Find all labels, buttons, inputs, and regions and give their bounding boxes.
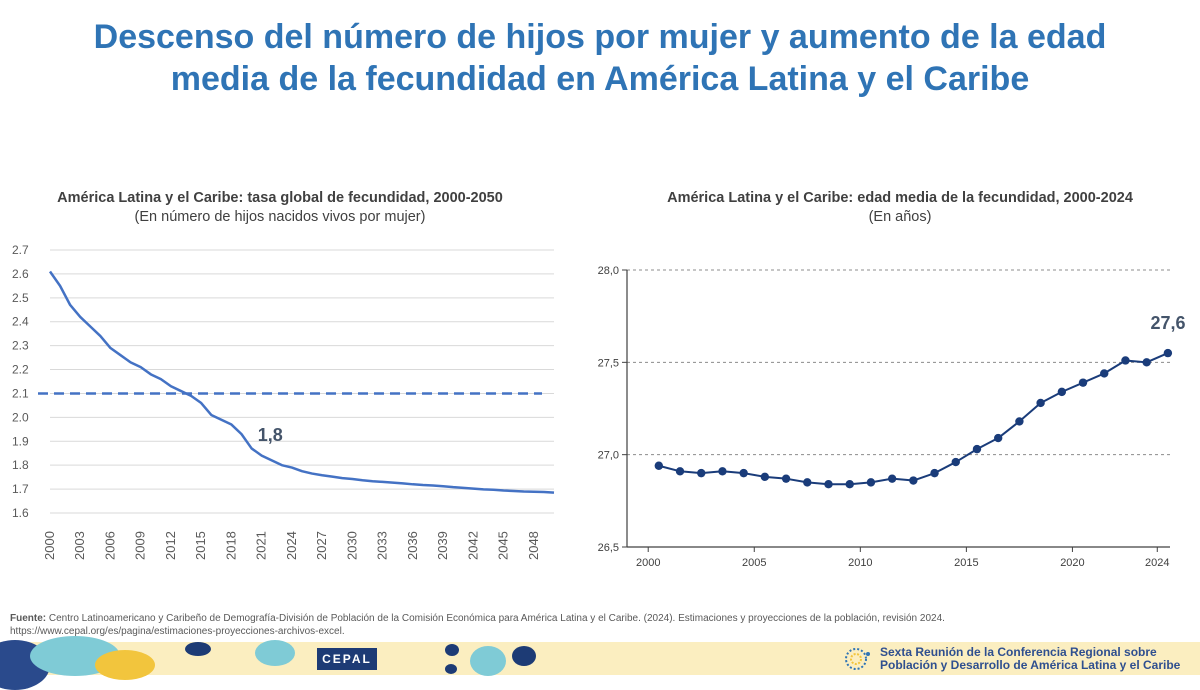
data-point	[930, 468, 939, 478]
x-tick-label: 2020	[1060, 557, 1084, 569]
x-tick-label: 2005	[742, 557, 766, 569]
x-tick-label: 2039	[435, 531, 450, 560]
chart2-title-block: América Latina y el Caribe: edad media d…	[620, 189, 1180, 227]
y-tick-label: 2.3	[12, 339, 29, 353]
data-point	[697, 468, 706, 478]
data-point	[675, 467, 685, 476]
annotation-label: 1,8	[258, 425, 283, 445]
chart2-title: América Latina y el Caribe: edad media d…	[667, 190, 1133, 206]
data-point	[718, 467, 727, 476]
y-tick-label: 2.7	[12, 243, 29, 257]
y-tick-label: 2.2	[12, 363, 29, 377]
data-point	[845, 480, 854, 489]
data-point	[781, 474, 791, 483]
annotation-label: 27,6	[1150, 313, 1185, 333]
data-point	[1142, 358, 1151, 367]
chart1-title: América Latina y el Caribe: tasa global …	[57, 190, 503, 206]
x-tick-label: 2015	[193, 531, 208, 560]
x-tick-label: 2024	[1145, 557, 1169, 569]
conference-name-line2: Población y Desarrollo de América Latina…	[880, 658, 1181, 672]
mean-age-line	[658, 352, 1169, 486]
source-note: Fuente: Centro Latinoamericano y Caribeñ…	[10, 612, 1190, 638]
data-point	[654, 461, 664, 470]
y-tick-label: 2.6	[12, 267, 29, 281]
decoration-circle	[512, 646, 536, 666]
y-tick-label: 1.6	[12, 506, 29, 520]
x-tick-label: 2000	[636, 557, 660, 569]
x-tick-label: 2033	[375, 531, 390, 560]
x-tick-label: 2021	[254, 531, 269, 560]
fertility-rate-line	[48, 270, 555, 494]
decoration-circle	[185, 642, 211, 656]
y-tick-label: 2.0	[12, 410, 29, 424]
x-tick-label: 2018	[223, 531, 238, 560]
decoration-circle	[445, 664, 457, 674]
source-text: Centro Latinoamericano y Caribeño de Dem…	[46, 613, 945, 624]
y-tick-label: 28,0	[598, 265, 619, 277]
data-point	[909, 476, 918, 485]
conference-name: Sexta Reunión de la Conferencia Regional…	[880, 646, 1198, 672]
y-tick-label: 2.5	[12, 291, 29, 305]
data-point	[866, 478, 876, 487]
x-tick-label: 2003	[72, 531, 87, 560]
x-tick-label: 2012	[163, 531, 178, 560]
x-tick-label: 2042	[465, 531, 480, 560]
data-point	[972, 444, 982, 454]
y-tick-label: 2.1	[12, 386, 29, 400]
y-tick-label: 27,0	[598, 450, 619, 462]
mean-age-fertility-chart: 26,5 27,0 27,5 28,0 2000 2005 2010 2015 2020 2024…	[598, 265, 1186, 569]
data-point	[993, 433, 1003, 443]
x-tick-label: 2006	[102, 531, 117, 560]
y-tick-label: 1.7	[12, 482, 29, 496]
x-tick-label: 2048	[526, 531, 541, 560]
chart1-subtitle: (En número de hijos nacidos vivos por mu…	[134, 209, 426, 225]
decoration-circle	[95, 650, 155, 680]
x-tick-label: 2000	[42, 531, 57, 560]
conference-name-line1: Sexta Reunión de la Conferencia Regional…	[880, 645, 1157, 659]
data-point	[1036, 398, 1045, 408]
data-point	[824, 480, 833, 489]
data-point	[1121, 356, 1130, 365]
data-point	[951, 457, 960, 467]
data-point	[803, 478, 812, 487]
x-tick-label: 2010	[848, 557, 872, 569]
data-point	[760, 472, 770, 482]
x-tick-label: 2024	[284, 531, 299, 560]
y-tick-label: 27,5	[598, 357, 619, 369]
x-tick-label: 2036	[405, 531, 420, 560]
x-tick-label: 2030	[344, 531, 359, 560]
fertility-rate-chart: 1.6 1.7 1.8 1.9 2.0 2.1 2.2 2.3 2.4 2.5 2.6 2.7 2000…	[12, 243, 555, 560]
data-point	[739, 468, 748, 478]
data-point	[1015, 417, 1024, 426]
data-point	[1100, 369, 1109, 378]
data-point	[1057, 387, 1067, 397]
y-tick-label: 1.9	[12, 434, 29, 448]
data-point	[1163, 348, 1173, 358]
chart2-subtitle: (En años)	[868, 209, 932, 225]
y-tick-label: 26,5	[598, 542, 619, 554]
x-tick-label: 2045	[496, 531, 511, 560]
source-label: Fuente:	[10, 613, 47, 624]
x-tick-label: 2015	[954, 557, 978, 569]
y-tick-label: 1.8	[12, 458, 29, 472]
decoration-circle	[470, 646, 506, 676]
data-point	[1078, 378, 1088, 387]
source-url[interactable]: https://www.cepal.org/es/pagina/estimaci…	[10, 626, 345, 637]
data-point	[887, 474, 897, 483]
decoration-circle	[445, 644, 459, 656]
y-tick-label: 2.4	[12, 315, 29, 329]
page-title: Descenso del número de hijos por mujer y…	[93, 18, 1107, 98]
chart1-title-block: América Latina y el Caribe: tasa global …	[10, 189, 550, 227]
x-tick-label: 2009	[133, 531, 148, 560]
cepal-logo: CEPAL	[317, 648, 377, 670]
decoration-circle	[255, 640, 295, 666]
conference-logo-icon	[845, 648, 870, 670]
x-tick-label: 2027	[314, 531, 329, 560]
